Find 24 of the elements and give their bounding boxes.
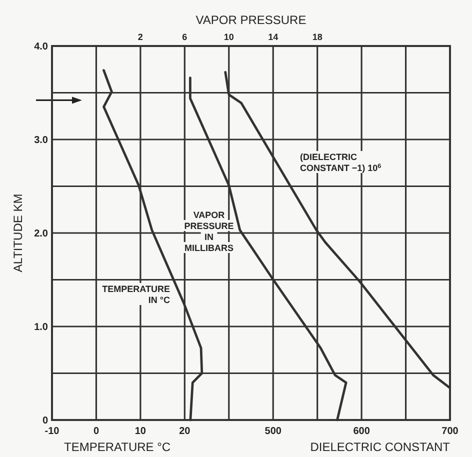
x-tick-label: 20 — [179, 426, 191, 437]
y-tick-label: 1.0 — [34, 322, 48, 333]
y-axis-title: ALTITUDE KM — [11, 194, 25, 272]
x-tick-label: -10 — [44, 426, 60, 437]
x-tick-label: 600 — [353, 426, 370, 437]
x2-tick-label: 18 — [312, 32, 322, 42]
series-label: VAPOR PRESSURE IN MILLIBARS — [184, 210, 234, 253]
y-tick-label: 4.0 — [34, 42, 48, 52]
x2-axis-title: VAPOR PRESSURE — [196, 13, 306, 27]
x-axis-title: DIELECTRIC CONSTANT — [310, 440, 451, 454]
x2-tick-label: 10 — [224, 32, 234, 42]
series-label: TEMPERATURE IN °C — [102, 284, 170, 305]
x2-tick-label: 6 — [182, 32, 188, 42]
x-tick-label: 700 — [442, 426, 459, 437]
x-tick-label: 0 — [93, 426, 100, 437]
y-tick-label: 3.0 — [34, 135, 48, 146]
y-tick-label: 2.0 — [34, 228, 48, 240]
series-label: (DIELECTRIC CONSTANT −1) 10$^{6}$ — [300, 152, 382, 173]
x2-tick-label: 2 — [138, 32, 143, 42]
x-axis-title: TEMPERATURE °C — [64, 440, 171, 454]
x-tick-label: 10 — [134, 426, 146, 437]
x-tick-label: 500 — [264, 426, 282, 437]
x2-tick-label: 14 — [268, 32, 278, 42]
y-tick-label: 0 — [42, 416, 48, 426]
